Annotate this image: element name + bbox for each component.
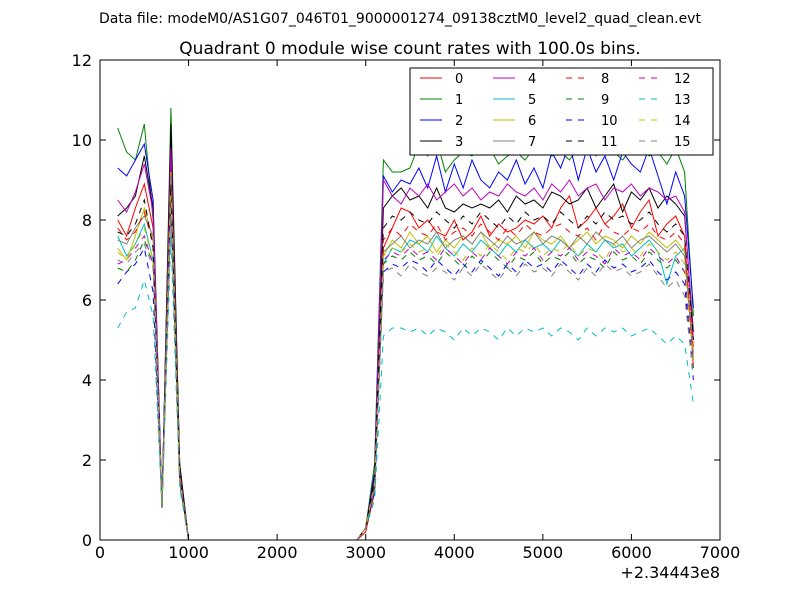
chart-suptitle: Data file: modeM0/AS1G07_046T01_90000012… — [99, 11, 701, 27]
chart-title: Quadrant 0 module wise count rates with … — [179, 39, 640, 59]
series-line-13 — [117, 235, 694, 541]
legend-label-5: 5 — [528, 93, 536, 108]
x-tick-label: 4000 — [434, 543, 475, 562]
series-line-15 — [117, 207, 694, 541]
series-line-8 — [117, 187, 694, 541]
series-line-14 — [117, 195, 694, 541]
legend-label-15: 15 — [674, 135, 691, 150]
legend-label-0: 0 — [455, 72, 463, 87]
series-line-3 — [117, 123, 694, 541]
series-line-9 — [117, 203, 694, 541]
y-tick-label: 0 — [82, 531, 92, 550]
legend-label-14: 14 — [674, 114, 691, 129]
legend-label-7: 7 — [528, 135, 536, 150]
legend-label-1: 1 — [455, 93, 463, 108]
legend-label-9: 9 — [601, 93, 609, 108]
legend-label-3: 3 — [455, 135, 463, 150]
y-tick-label: 2 — [82, 451, 92, 470]
x-tick-label: 6000 — [611, 543, 652, 562]
legend-label-6: 6 — [528, 114, 536, 129]
x-tick-label: 0 — [95, 543, 105, 562]
plot-lines — [117, 107, 694, 541]
y-tick-label: 10 — [72, 131, 92, 150]
legend-label-4: 4 — [528, 72, 536, 87]
y-tick-label: 12 — [72, 51, 92, 70]
y-tick-label: 4 — [82, 371, 92, 390]
legend-frame — [409, 67, 714, 156]
series-line-6 — [117, 171, 694, 541]
series-line-1 — [117, 107, 694, 541]
x-offset-label: +2.34443e8 — [620, 563, 720, 582]
legend-label-12: 12 — [674, 72, 691, 87]
x-tick-label: 5000 — [522, 543, 563, 562]
series-line-0 — [117, 159, 694, 541]
series-line-10 — [117, 207, 694, 541]
y-tick-label: 8 — [82, 211, 92, 230]
x-tick-label: 3000 — [345, 543, 386, 562]
legend-label-2: 2 — [455, 114, 463, 129]
legend-label-10: 10 — [601, 114, 618, 129]
legend-label-8: 8 — [601, 72, 609, 87]
x-tick-label: 2000 — [257, 543, 298, 562]
legend-label-13: 13 — [674, 93, 691, 108]
y-tick-label: 6 — [82, 291, 92, 310]
series-line-4 — [117, 147, 694, 541]
series-line-12 — [117, 199, 694, 541]
x-tick-label: 7000 — [700, 543, 741, 562]
x-tick-label: 1000 — [168, 543, 209, 562]
legend-label-11: 11 — [601, 135, 618, 150]
